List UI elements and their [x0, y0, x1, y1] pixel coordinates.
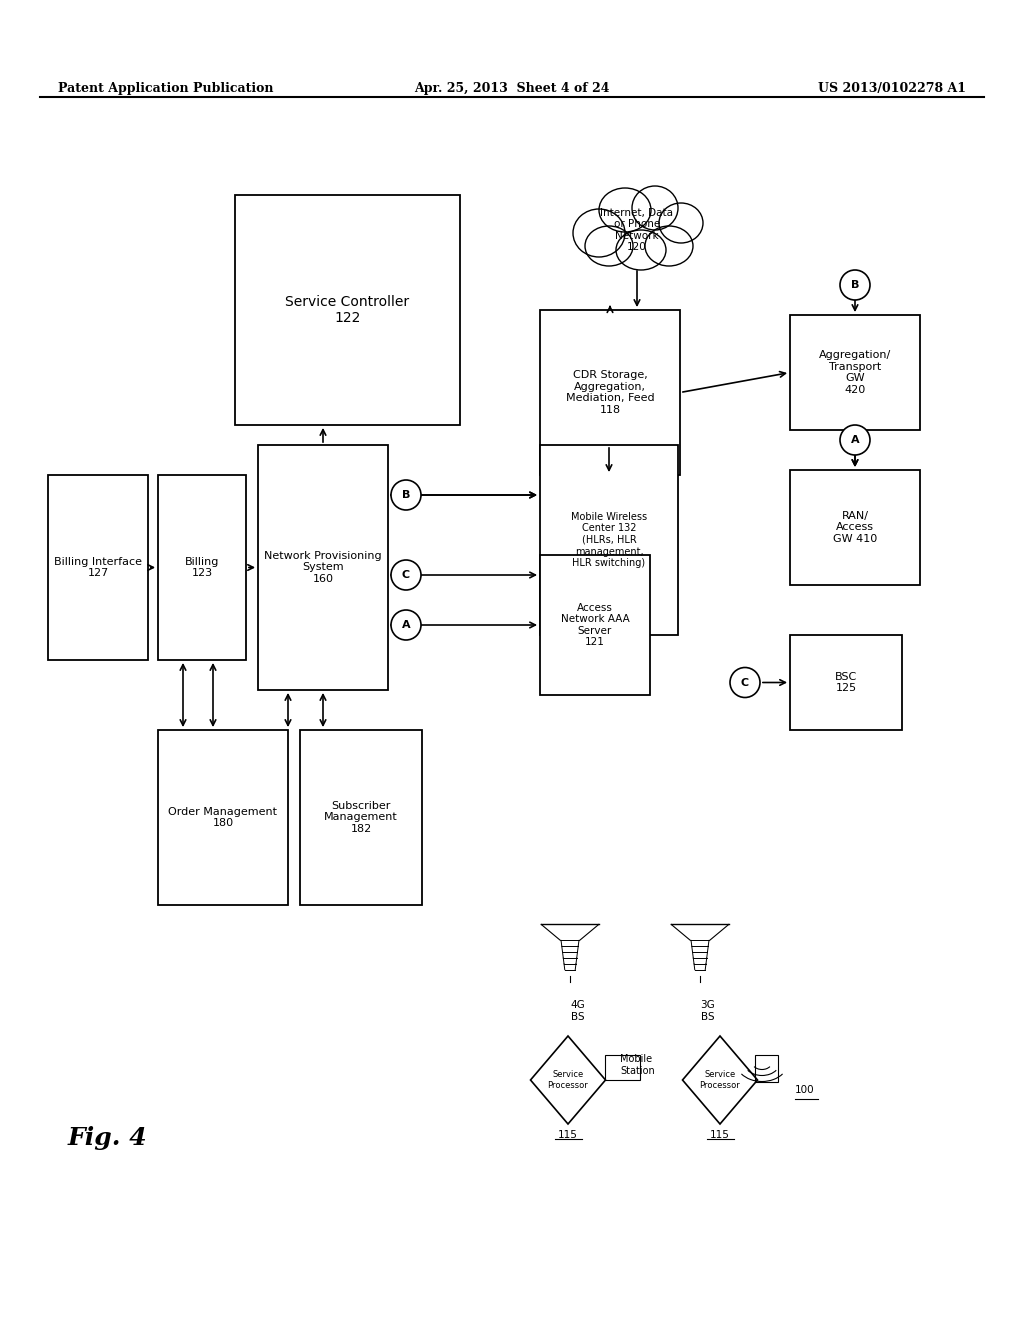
Text: Subscriber
Management
182: Subscriber Management 182 — [325, 801, 398, 834]
Text: Service
Processor: Service Processor — [548, 1071, 589, 1090]
Text: CDR Storage,
Aggregation,
Mediation, Feed
118: CDR Storage, Aggregation, Mediation, Fee… — [565, 370, 654, 414]
Bar — [258, 445, 388, 690]
Text: Service
Processor: Service Processor — [699, 1071, 740, 1090]
Circle shape — [391, 480, 421, 510]
Bar — [234, 195, 460, 425]
Text: BSC
125: BSC 125 — [835, 672, 857, 693]
Text: Network Provisioning
System
160: Network Provisioning System 160 — [264, 550, 382, 583]
Text: 115: 115 — [710, 1130, 730, 1140]
Circle shape — [391, 610, 421, 640]
Text: A: A — [851, 436, 859, 445]
Bar — [790, 470, 920, 585]
Text: Mobile
Station: Mobile Station — [620, 1055, 654, 1076]
Text: Access
Network AAA
Server
121: Access Network AAA Server 121 — [560, 603, 630, 647]
Ellipse shape — [659, 203, 703, 243]
Ellipse shape — [599, 187, 651, 232]
Text: 115: 115 — [558, 1130, 578, 1140]
Ellipse shape — [573, 209, 625, 257]
Text: C: C — [741, 677, 750, 688]
Text: Billing
123: Billing 123 — [184, 557, 219, 578]
Text: Fig. 4: Fig. 4 — [68, 1126, 147, 1150]
Text: RAN/
Access
GW 410: RAN/ Access GW 410 — [833, 511, 878, 544]
Text: Apr. 25, 2013  Sheet 4 of 24: Apr. 25, 2013 Sheet 4 of 24 — [415, 82, 609, 95]
Text: Internet, Data
or Phone
Network
120: Internet, Data or Phone Network 120 — [600, 207, 674, 252]
Text: Patent Application Publication: Patent Application Publication — [58, 82, 273, 95]
Bar — [790, 635, 902, 730]
Text: A: A — [401, 620, 411, 630]
Text: Billing Interface
127: Billing Interface 127 — [54, 557, 142, 578]
Circle shape — [840, 425, 870, 455]
Text: 4G
BS: 4G BS — [570, 1001, 586, 1022]
Bar — [540, 445, 678, 635]
Circle shape — [391, 560, 421, 590]
Bar — [540, 310, 680, 475]
Bar — [540, 554, 650, 696]
Text: Order Management
180: Order Management 180 — [169, 807, 278, 829]
Text: Service Controller
122: Service Controller 122 — [286, 294, 410, 325]
Ellipse shape — [616, 230, 666, 271]
Text: Mobile Wireless
Center 132
(HLRs, HLR
management,
HLR switching): Mobile Wireless Center 132 (HLRs, HLR ma… — [571, 512, 647, 568]
Circle shape — [840, 271, 870, 300]
Ellipse shape — [645, 226, 693, 267]
Bar — [790, 315, 920, 430]
Text: Aggregation/
Transport
GW
420: Aggregation/ Transport GW 420 — [819, 350, 891, 395]
Bar — [48, 475, 148, 660]
Ellipse shape — [632, 186, 678, 230]
Text: C: C — [402, 570, 410, 579]
Circle shape — [730, 668, 760, 697]
Text: 100: 100 — [795, 1085, 815, 1096]
Text: B: B — [851, 280, 859, 290]
Bar — [158, 475, 246, 660]
Bar — [158, 730, 288, 906]
Ellipse shape — [585, 226, 633, 267]
Text: US 2013/0102278 A1: US 2013/0102278 A1 — [818, 82, 966, 95]
Text: 3G
BS: 3G BS — [700, 1001, 716, 1022]
Text: B: B — [401, 490, 411, 500]
Bar — [300, 730, 422, 906]
